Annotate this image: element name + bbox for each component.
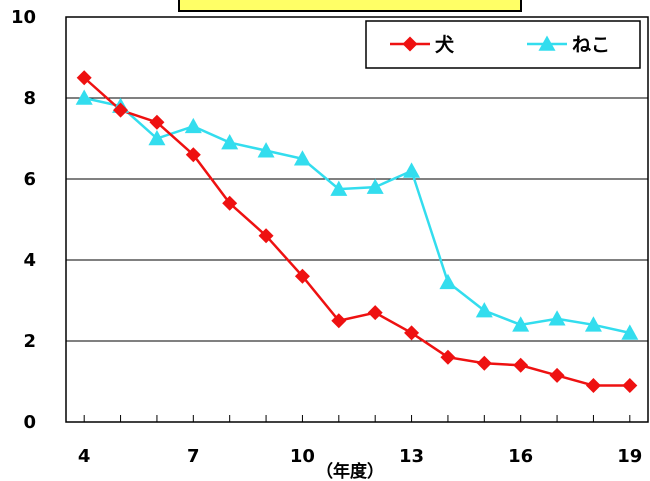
data-point-series-1 <box>403 162 421 178</box>
data-point-series-1 <box>366 178 384 194</box>
data-point-series-1 <box>584 316 602 332</box>
chart-title-box <box>178 0 522 12</box>
data-point-series-0 <box>222 195 238 211</box>
y-tick-label: 2 <box>23 331 36 352</box>
data-point-series-1 <box>293 150 311 166</box>
y-tick-label: 8 <box>23 88 36 109</box>
data-point-series-0 <box>440 349 456 365</box>
legend-label-1: ねこ <box>572 34 610 56</box>
data-point-series-0 <box>367 305 383 321</box>
data-point-series-0 <box>185 147 201 163</box>
x-tick-label: 4 <box>78 446 91 467</box>
data-point-series-0 <box>476 355 492 371</box>
x-tick-label: 13 <box>399 446 424 467</box>
legend-marker-0 <box>402 36 418 52</box>
series-line-0 <box>83 76 630 387</box>
x-tick-label: 16 <box>508 446 533 467</box>
data-point-series-1 <box>439 273 457 290</box>
x-tick-label: 19 <box>617 446 642 467</box>
data-point-series-1 <box>257 142 275 158</box>
data-point-series-0 <box>331 313 347 329</box>
data-point-series-0 <box>622 378 638 394</box>
x-axis-label: （年度） <box>316 461 384 481</box>
plot-area-border <box>65 16 649 423</box>
y-tick-label: 10 <box>11 7 36 28</box>
data-point-series-0 <box>294 268 310 284</box>
y-tick-label: 6 <box>23 169 36 190</box>
data-point-series-1 <box>475 302 493 318</box>
data-point-series-1 <box>221 134 239 150</box>
data-point-series-1 <box>621 324 639 340</box>
x-tick-label: 7 <box>187 446 200 467</box>
data-point-series-1 <box>75 89 93 105</box>
legend-label-0: 犬 <box>435 33 455 56</box>
series-line-1 <box>83 96 631 335</box>
data-point-series-1 <box>512 316 530 332</box>
y-tick-label: 4 <box>23 250 36 271</box>
data-point-series-1 <box>330 180 348 196</box>
data-point-series-1 <box>184 117 202 134</box>
data-point-series-0 <box>549 367 565 383</box>
data-point-series-0 <box>76 70 92 86</box>
data-point-series-0 <box>513 357 529 373</box>
data-point-series-1 <box>548 310 566 326</box>
data-point-series-1 <box>148 130 166 146</box>
y-tick-label: 0 <box>23 412 36 433</box>
data-point-series-0 <box>258 228 274 244</box>
data-point-series-0 <box>149 114 165 130</box>
x-tick-label: 10 <box>290 446 315 467</box>
data-point-series-0 <box>113 102 129 118</box>
data-point-series-0 <box>585 378 601 394</box>
legend-marker-1 <box>538 35 556 51</box>
data-point-series-0 <box>404 325 420 341</box>
